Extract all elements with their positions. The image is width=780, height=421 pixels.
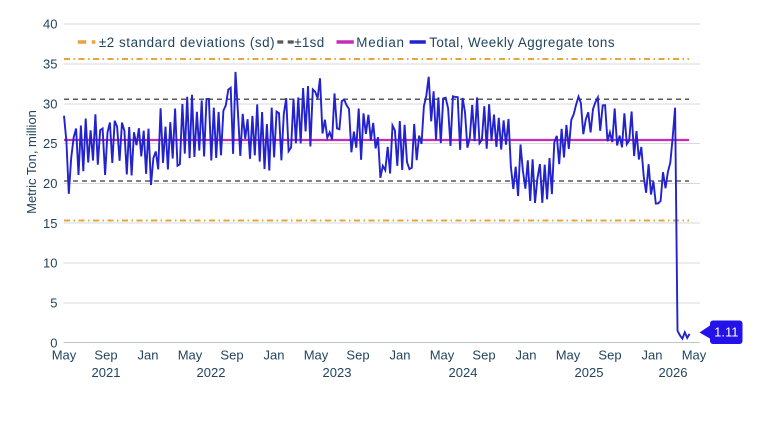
svg-text:Jan: Jan	[138, 348, 159, 363]
svg-text:2023: 2023	[323, 365, 352, 380]
svg-text:±1sd: ±1sd	[294, 35, 324, 50]
svg-text:May: May	[52, 348, 77, 363]
svg-text:May: May	[430, 348, 455, 363]
svg-text:Metric Ton, million: Metric Ton, million	[24, 110, 39, 214]
svg-text:2022: 2022	[197, 365, 226, 380]
svg-text:Sep: Sep	[472, 348, 495, 363]
svg-text:25: 25	[43, 136, 57, 151]
svg-text:10: 10	[43, 256, 57, 271]
svg-text:±2 standard deviations (sd): ±2 standard deviations (sd)	[99, 35, 275, 50]
svg-text:2026: 2026	[659, 365, 688, 380]
svg-text:2025: 2025	[575, 365, 604, 380]
svg-text:Sep: Sep	[346, 348, 369, 363]
svg-text:Sep: Sep	[220, 348, 243, 363]
svg-text:Jan: Jan	[390, 348, 411, 363]
svg-text:40: 40	[43, 17, 57, 32]
svg-text:Jan: Jan	[642, 348, 663, 363]
svg-text:May: May	[304, 348, 329, 363]
svg-text:0: 0	[50, 335, 57, 350]
svg-text:May: May	[682, 348, 707, 363]
svg-text:Jan: Jan	[516, 348, 537, 363]
svg-text:Total, Weekly Aggregate tons: Total, Weekly Aggregate tons	[429, 35, 615, 50]
svg-text:May: May	[178, 348, 203, 363]
svg-text:20: 20	[43, 176, 57, 191]
svg-text:30: 30	[43, 96, 57, 111]
svg-text:Sep: Sep	[94, 348, 117, 363]
svg-text:2024: 2024	[449, 365, 478, 380]
svg-text:Jan: Jan	[264, 348, 285, 363]
svg-text:Median: Median	[356, 35, 404, 50]
svg-text:May: May	[556, 348, 581, 363]
svg-text:5: 5	[50, 296, 57, 311]
svg-text:2021: 2021	[92, 365, 121, 380]
svg-text:35: 35	[43, 57, 57, 72]
svg-text:Sep: Sep	[598, 348, 621, 363]
svg-text:15: 15	[43, 216, 57, 231]
svg-text:1.11: 1.11	[714, 325, 738, 340]
